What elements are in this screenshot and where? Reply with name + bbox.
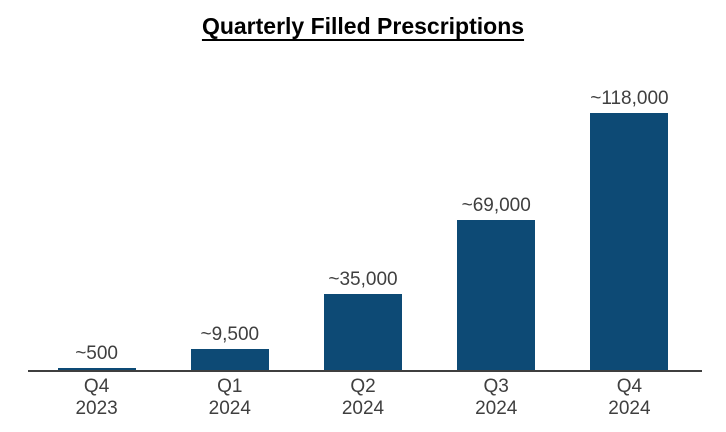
bar-group: ~35,000 — [296, 60, 429, 370]
x-axis-label-line: Q2 — [350, 376, 376, 397]
x-axis-label-line: 2024 — [208, 398, 251, 419]
x-axis-labels: Q4 2023 Q1 2024 Q2 2024 Q3 2024 Q4 2024 — [30, 376, 696, 420]
x-axis-label-line: 2024 — [341, 398, 385, 419]
x-axis-label-line: 2024 — [608, 398, 651, 419]
x-axis-label-line: Q3 — [483, 376, 509, 397]
bar-group: ~69,000 — [430, 60, 563, 370]
bar-value-label: ~500 — [75, 343, 118, 364]
bar-group: ~118,000 — [563, 60, 696, 370]
x-axis-label-line: Q4 — [616, 376, 643, 397]
x-axis-label-line: 2023 — [75, 398, 118, 419]
x-axis-label: Q4 2024 — [563, 376, 696, 420]
bar-group: ~500 — [30, 60, 163, 370]
bar — [324, 294, 402, 370]
x-axis-label: Q3 2024 — [430, 376, 563, 420]
bar-value-label: ~118,000 — [590, 88, 669, 109]
x-axis-label: Q4 2023 — [30, 376, 163, 420]
bar-value-label: ~9,500 — [200, 324, 260, 345]
bar-value-label: ~69,000 — [461, 195, 531, 216]
bar — [457, 220, 536, 370]
x-axis-label-line: Q1 — [217, 376, 243, 397]
x-axis-label: Q1 2024 — [163, 376, 296, 420]
plot-area: ~500 ~9,500 ~35,000 ~69,000 ~118,000 — [30, 60, 696, 370]
x-axis-line — [28, 370, 702, 372]
chart-title: Quarterly Filled Prescriptions — [201, 13, 525, 39]
bar-value-label: ~35,000 — [328, 269, 398, 290]
x-axis-label-line: Q4 — [83, 376, 110, 397]
x-axis-label-line: 2024 — [475, 398, 518, 419]
bar — [590, 113, 669, 370]
x-axis-label: Q2 2024 — [296, 376, 429, 420]
bar — [190, 349, 269, 370]
bar-group: ~9,500 — [163, 60, 296, 370]
bar — [57, 368, 136, 370]
